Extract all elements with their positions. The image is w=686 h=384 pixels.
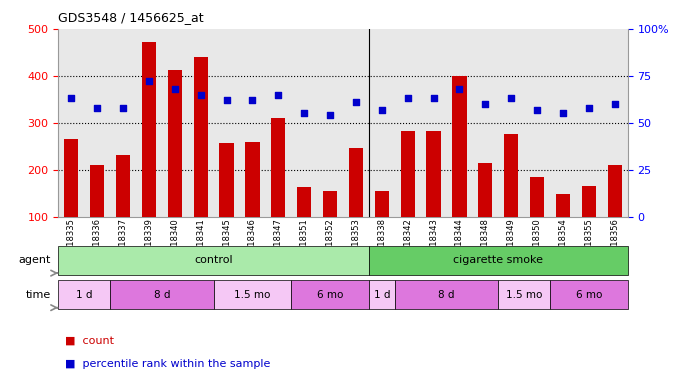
Bar (297, 187, 311, 217)
Point (454, 86, 465, 92)
Bar (375, 190, 389, 217)
Text: 1.5 mo: 1.5 mo (234, 290, 270, 300)
Bar (348, 148, 363, 217)
Bar (246, 142, 259, 217)
Bar (530, 177, 544, 217)
Point (298, 111, 309, 117)
Point (221, 97, 232, 103)
Point (196, 91, 206, 98)
Text: 1.5 mo: 1.5 mo (506, 290, 543, 300)
Bar (323, 190, 338, 217)
Point (273, 91, 284, 98)
Bar (556, 194, 570, 217)
Bar (116, 155, 130, 217)
Text: time: time (25, 290, 51, 300)
Bar (369, 246, 628, 275)
Text: 6 mo: 6 mo (576, 290, 602, 300)
Bar (213, 280, 292, 309)
Text: ■  count: ■ count (65, 336, 114, 346)
Bar (498, 280, 550, 309)
Point (480, 101, 491, 107)
Bar (110, 280, 213, 309)
Bar (167, 70, 182, 217)
Bar (550, 280, 628, 309)
Point (609, 101, 620, 107)
Bar (142, 41, 156, 217)
Bar (271, 118, 285, 217)
Text: 8 d: 8 d (438, 290, 455, 300)
Point (377, 107, 388, 113)
Bar (504, 134, 519, 217)
Text: 1 d: 1 d (374, 290, 390, 300)
Bar (394, 280, 498, 309)
Bar (58, 280, 110, 309)
Text: control: control (194, 255, 233, 265)
Point (532, 107, 543, 113)
Text: 6 mo: 6 mo (317, 290, 343, 300)
Point (117, 105, 128, 111)
Point (143, 78, 154, 84)
Bar (64, 139, 78, 217)
Bar (193, 57, 208, 217)
Point (428, 95, 439, 101)
Bar (90, 165, 104, 217)
Point (324, 112, 335, 118)
Point (66, 95, 77, 101)
Point (402, 95, 413, 101)
Bar (292, 280, 369, 309)
Point (558, 111, 569, 117)
Text: 1 d: 1 d (76, 290, 93, 300)
Text: ■  percentile rank within the sample: ■ percentile rank within the sample (65, 359, 270, 369)
Bar (427, 131, 440, 217)
Point (169, 86, 180, 92)
Text: GDS3548 / 1456625_at: GDS3548 / 1456625_at (58, 12, 204, 25)
Bar (401, 131, 415, 217)
Text: 8 d: 8 d (154, 290, 170, 300)
Bar (452, 76, 466, 217)
Text: agent: agent (18, 255, 51, 265)
Bar (608, 165, 622, 217)
Bar (58, 246, 369, 275)
Bar (582, 186, 596, 217)
Point (351, 99, 362, 105)
Point (247, 97, 258, 103)
Bar (369, 280, 394, 309)
Point (506, 95, 517, 101)
Point (583, 105, 594, 111)
Text: cigarette smoke: cigarette smoke (453, 255, 543, 265)
Point (92, 105, 103, 111)
Bar (478, 163, 493, 217)
Bar (220, 143, 234, 217)
